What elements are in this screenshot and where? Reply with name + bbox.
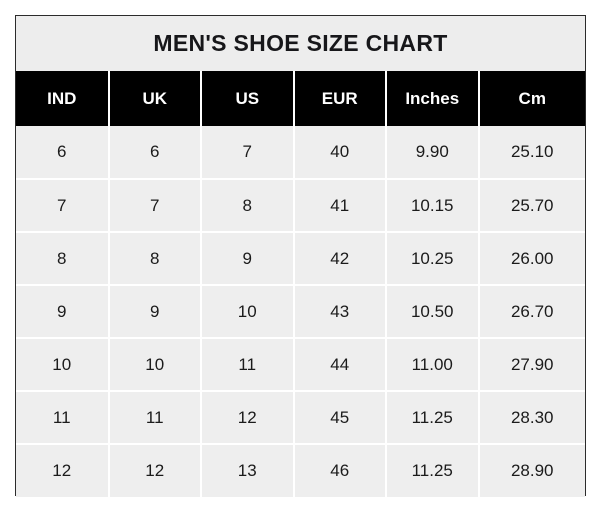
- cell-uk: 6: [108, 126, 202, 180]
- chart-title-bar: MEN'S SHOE SIZE CHART: [16, 16, 585, 71]
- cell-us: 10: [201, 285, 295, 339]
- cell-eur: 44: [293, 338, 387, 392]
- cell-us: 8: [201, 179, 295, 233]
- cell-inches: 9.90: [386, 126, 480, 180]
- column-header-eur: EUR: [293, 71, 387, 126]
- cell-ind: 6: [16, 126, 110, 180]
- cell-ind: 9: [16, 285, 110, 339]
- cell-uk: 8: [108, 232, 202, 286]
- column-header-inches: Inches: [386, 71, 480, 126]
- cell-us: 12: [201, 391, 295, 445]
- column-header-uk: UK: [108, 71, 202, 126]
- cell-cm: 25.70: [478, 179, 585, 233]
- cell-uk: 9: [108, 285, 202, 339]
- cell-eur: 40: [293, 126, 387, 180]
- size-chart-table: IND UK US EUR Inches Cm 6 6 7 40 9.90 25…: [16, 71, 585, 497]
- cell-inches: 10.25: [386, 232, 480, 286]
- cell-us: 13: [201, 444, 295, 497]
- column-header-cm: Cm: [478, 71, 585, 126]
- cell-eur: 43: [293, 285, 387, 339]
- cell-eur: 45: [293, 391, 387, 445]
- table-row: 8 8 9 42 10.25 26.00: [16, 232, 585, 286]
- table-row: 7 7 8 41 10.15 25.70: [16, 179, 585, 233]
- table-body: 6 6 7 40 9.90 25.10 7 7 8 41 10.15 25.70…: [16, 126, 585, 497]
- cell-inches: 10.15: [386, 179, 480, 233]
- column-header-us: US: [201, 71, 295, 126]
- cell-eur: 42: [293, 232, 387, 286]
- cell-uk: 12: [108, 444, 202, 497]
- cell-ind: 10: [16, 338, 110, 392]
- cell-inches: 11.00: [386, 338, 480, 392]
- cell-cm: 27.90: [478, 338, 585, 392]
- cell-eur: 46: [293, 444, 387, 497]
- cell-cm: 26.00: [478, 232, 585, 286]
- cell-inches: 11.25: [386, 444, 480, 497]
- table-header: IND UK US EUR Inches Cm: [16, 71, 585, 126]
- cell-inches: 11.25: [386, 391, 480, 445]
- cell-eur: 41: [293, 179, 387, 233]
- table-row: 10 10 11 44 11.00 27.90: [16, 338, 585, 392]
- table-row: 12 12 13 46 11.25 28.90: [16, 444, 585, 497]
- cell-uk: 7: [108, 179, 202, 233]
- cell-ind: 8: [16, 232, 110, 286]
- cell-uk: 11: [108, 391, 202, 445]
- table-row: 6 6 7 40 9.90 25.10: [16, 126, 585, 180]
- cell-cm: 26.70: [478, 285, 585, 339]
- mens-shoe-size-chart: MEN'S SHOE SIZE CHART IND UK US EUR Inch…: [15, 15, 586, 497]
- table-row: 11 11 12 45 11.25 28.30: [16, 391, 585, 445]
- table-row: 9 9 10 43 10.50 26.70: [16, 285, 585, 339]
- cell-ind: 12: [16, 444, 110, 497]
- column-header-ind: IND: [16, 71, 110, 126]
- cell-inches: 10.50: [386, 285, 480, 339]
- page-title: MEN'S SHOE SIZE CHART: [153, 30, 448, 56]
- cell-cm: 28.30: [478, 391, 585, 445]
- cell-us: 11: [201, 338, 295, 392]
- cell-uk: 10: [108, 338, 202, 392]
- cell-ind: 7: [16, 179, 110, 233]
- cell-cm: 25.10: [478, 126, 585, 180]
- cell-cm: 28.90: [478, 444, 585, 497]
- cell-us: 7: [201, 126, 295, 180]
- table-header-row: IND UK US EUR Inches Cm: [16, 71, 585, 126]
- cell-ind: 11: [16, 391, 110, 445]
- cell-us: 9: [201, 232, 295, 286]
